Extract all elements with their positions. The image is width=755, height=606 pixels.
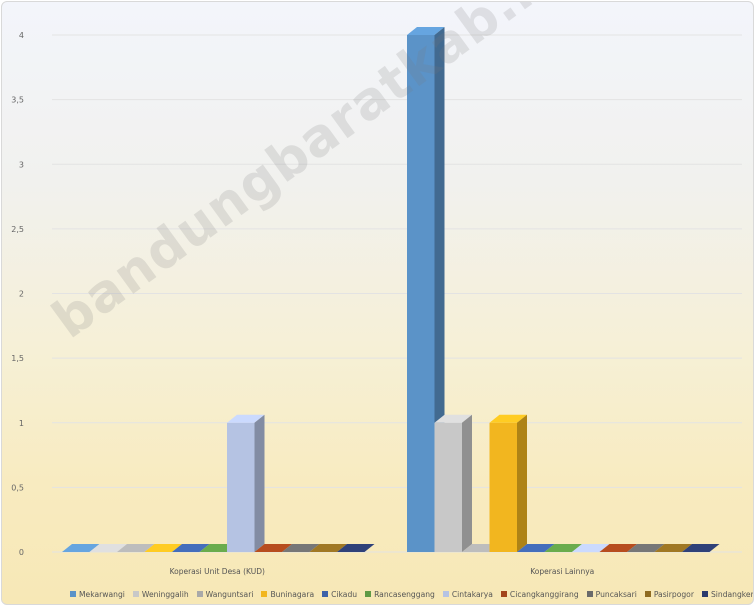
bar-flat	[144, 544, 182, 552]
legend-item: Weninggalih	[132, 589, 189, 599]
bar-flat	[627, 544, 665, 552]
legend-item: Wanguntsari	[196, 589, 254, 599]
legend-swatch	[365, 591, 372, 597]
bar-flat	[309, 544, 347, 552]
y-tick-label: 2	[19, 290, 24, 299]
legend-swatch	[586, 591, 593, 597]
x-category-label: Koperasi Lainnya	[530, 567, 594, 576]
legend-item: Cintakarya	[442, 589, 493, 599]
legend-label: Sindangkerta	[710, 589, 754, 599]
bar-flat	[337, 544, 375, 552]
y-tick-label: 2,5	[11, 225, 24, 234]
legend-swatch	[196, 591, 203, 597]
y-tick-label: 1,5	[11, 354, 24, 363]
legend-label: Weninggalih	[141, 589, 189, 599]
legend-swatch	[644, 591, 651, 597]
legend-item: Puncaksari	[586, 589, 637, 599]
legend-label: Wanguntsari	[205, 589, 254, 599]
legend-item: Mekarwangi	[70, 590, 125, 599]
bar-flat	[517, 544, 555, 552]
chart-legend: Mekarwangi Weninggalih Wanguntsari Buninaga…	[70, 587, 754, 601]
legend-label: Cintakarya	[451, 589, 493, 599]
bar-side	[254, 414, 265, 552]
legend-swatch	[442, 591, 449, 597]
bar-flat	[89, 544, 127, 552]
legend-swatch	[701, 591, 708, 597]
legend-item: Pasirpogor	[644, 589, 694, 599]
legend-item: Sindangkerta	[701, 589, 754, 599]
bar	[227, 422, 255, 552]
y-tick-label: 0,5	[11, 483, 24, 492]
bar-flat	[172, 544, 210, 552]
legend-swatch	[322, 591, 329, 597]
legend-item: Cicangkanggirang	[500, 589, 579, 599]
bar-top	[434, 414, 472, 423]
bar-flat	[599, 544, 637, 552]
bar-top	[227, 414, 265, 423]
y-tick-label: 1	[19, 419, 24, 428]
legend-label: Cikadu	[331, 589, 358, 599]
legend-swatch	[500, 591, 507, 597]
legend-swatch	[261, 591, 268, 597]
legend-label: Rancasenggang	[374, 589, 435, 599]
legend-label: Buninagara	[270, 589, 315, 599]
legend-label: Mekarwangi	[79, 589, 125, 599]
legend-label: Cicangkanggirang	[509, 589, 579, 599]
bar-flat	[117, 544, 155, 552]
legend-swatch	[70, 591, 76, 597]
bar-flat	[654, 544, 692, 552]
bar-flat	[572, 544, 610, 552]
bar-flat	[682, 544, 720, 552]
bar-top	[407, 27, 445, 35]
bar-flat	[282, 544, 320, 552]
bar	[434, 422, 462, 552]
bar-side	[517, 414, 527, 552]
legend-swatch	[132, 591, 139, 597]
bar-top	[489, 414, 527, 423]
legend-item: Buninagara	[261, 590, 314, 599]
y-tick-label: 0	[19, 548, 24, 557]
legend-label: Pasirpogor	[653, 589, 694, 599]
bar-flat	[544, 544, 582, 552]
bar	[407, 35, 435, 552]
y-tick-label: 3,5	[11, 96, 24, 105]
legend-label: Puncaksari	[595, 589, 637, 599]
y-tick-label: 3	[19, 160, 24, 169]
y-tick-label: 4	[19, 31, 24, 40]
bar-side	[462, 414, 472, 552]
legend-item: Cikadu	[322, 590, 357, 599]
x-category-label: Koperasi Unit Desa (KUD)	[170, 567, 265, 576]
legend-item: Rancasenggang	[365, 590, 435, 599]
bar-flat	[62, 544, 100, 552]
bar	[489, 422, 517, 552]
bar-flat	[254, 544, 292, 552]
